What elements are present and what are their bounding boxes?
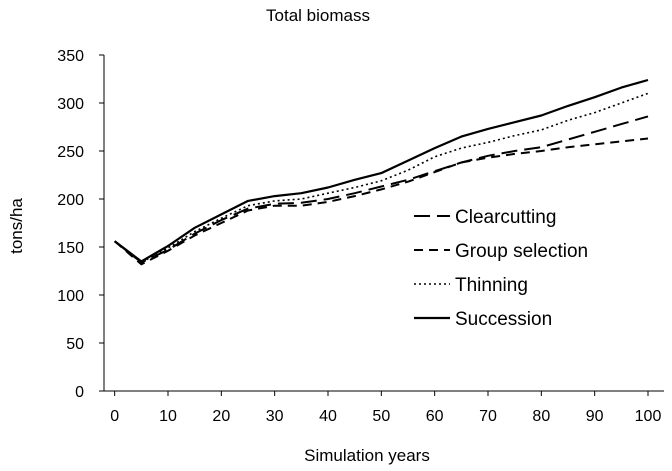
x-tick-label-60: 60 [426,408,444,425]
x-tick-label-70: 70 [479,408,497,425]
y-tick-label-200: 200 [57,192,84,209]
legend-label-group-selection: Group selection [455,241,588,262]
chart-title: Total biomass [266,6,370,25]
legend-label-thinning: Thinning [455,275,528,296]
x-tick-label-10: 10 [159,408,177,425]
series-line-succession [114,78,649,263]
series-layer [114,78,649,266]
x-tick-label-100: 100 [635,408,662,425]
legend: Clearcutting Group selection Thinning Succe… [414,207,588,330]
series-line-thinning [114,92,649,264]
y-tick-label-150: 150 [57,240,84,257]
series-line-clearcutting [114,115,649,264]
x-tick-label-20: 20 [212,408,230,425]
series-line-group-selection [114,137,649,266]
y-tick-label-250: 250 [57,144,84,161]
x-tick-label-0: 0 [110,408,119,425]
y-axis-label: tons/ha [7,198,26,254]
x-tick-label-50: 50 [372,408,390,425]
x-tick-label-80: 80 [532,408,550,425]
legend-label-succession: Succession [455,309,552,330]
legend-label-clearcutting: Clearcutting [455,207,556,228]
y-tick-label-300: 300 [57,96,84,113]
x-axis-label: Simulation years [304,446,430,465]
y-tick-label-0: 0 [75,384,84,401]
y-tick-label-350: 350 [57,48,84,65]
y-tick-label-50: 50 [66,336,84,353]
y-tick-label-100: 100 [57,288,84,305]
x-tick-label-40: 40 [319,408,337,425]
x-tick-label-90: 90 [586,408,604,425]
x-tick-label-30: 30 [266,408,284,425]
axes: 0 50 100 150 200 250 300 350 0 10 20 30 40 50 60 70 80 90… [57,48,664,425]
